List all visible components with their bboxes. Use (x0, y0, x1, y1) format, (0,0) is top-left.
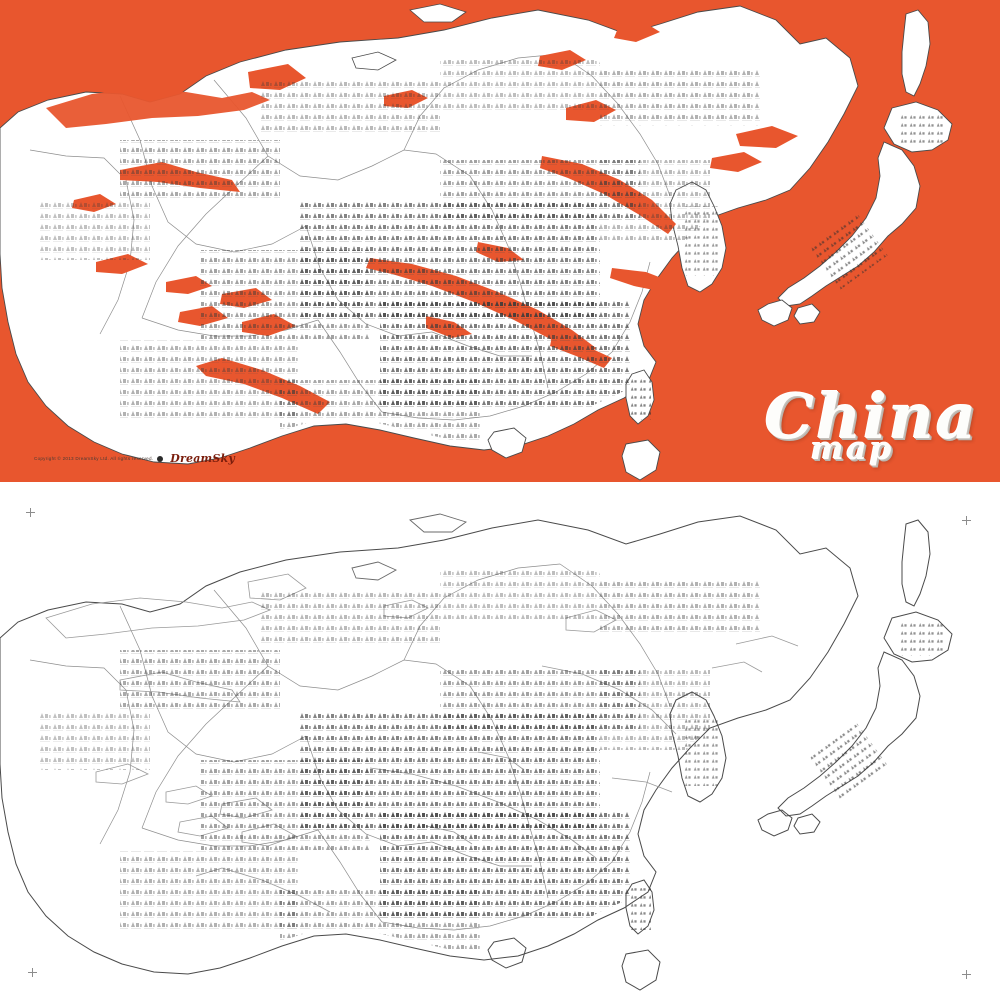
sakhalin-island (901, 9, 931, 97)
map-artwork-mono (0, 513, 953, 991)
taiwan-island (625, 369, 655, 425)
sakhalin-island-outline (901, 519, 931, 607)
southern-islands-outline (487, 937, 661, 991)
kuril-islands (351, 3, 467, 71)
copyright-text: Copyright © 2013 DreamSky Ltd. All right… (34, 455, 154, 462)
taiwan-illustrations (629, 888, 651, 930)
crop-mark-top-left (26, 508, 35, 517)
brand-dreamsky: DreamSky (170, 452, 235, 465)
landmark-illustrations-mono (40, 570, 760, 950)
crop-mark-bottom-right (962, 970, 971, 979)
copyright-mark-icon (157, 455, 164, 462)
landmark-illustrations-japan-mono (684, 622, 944, 801)
crop-mark-top-right (962, 516, 971, 525)
colored-map-panel: China map Copyright © 2013 DreamSky Ltd.… (0, 0, 1000, 482)
crop-mark-bottom-left (28, 968, 37, 977)
landmark-illustrations-japan (684, 112, 944, 291)
map-artwork-color (0, 3, 953, 481)
southern-islands (487, 427, 661, 481)
kuril-islands-outline (351, 513, 468, 581)
copyright-credit: Copyright © 2013 DreamSky Ltd. All right… (34, 452, 235, 465)
line-art-map-panel: China map Copyright © 2013 DreamSky Ltd.… (0, 500, 1000, 1000)
land-outline-china (0, 515, 859, 975)
